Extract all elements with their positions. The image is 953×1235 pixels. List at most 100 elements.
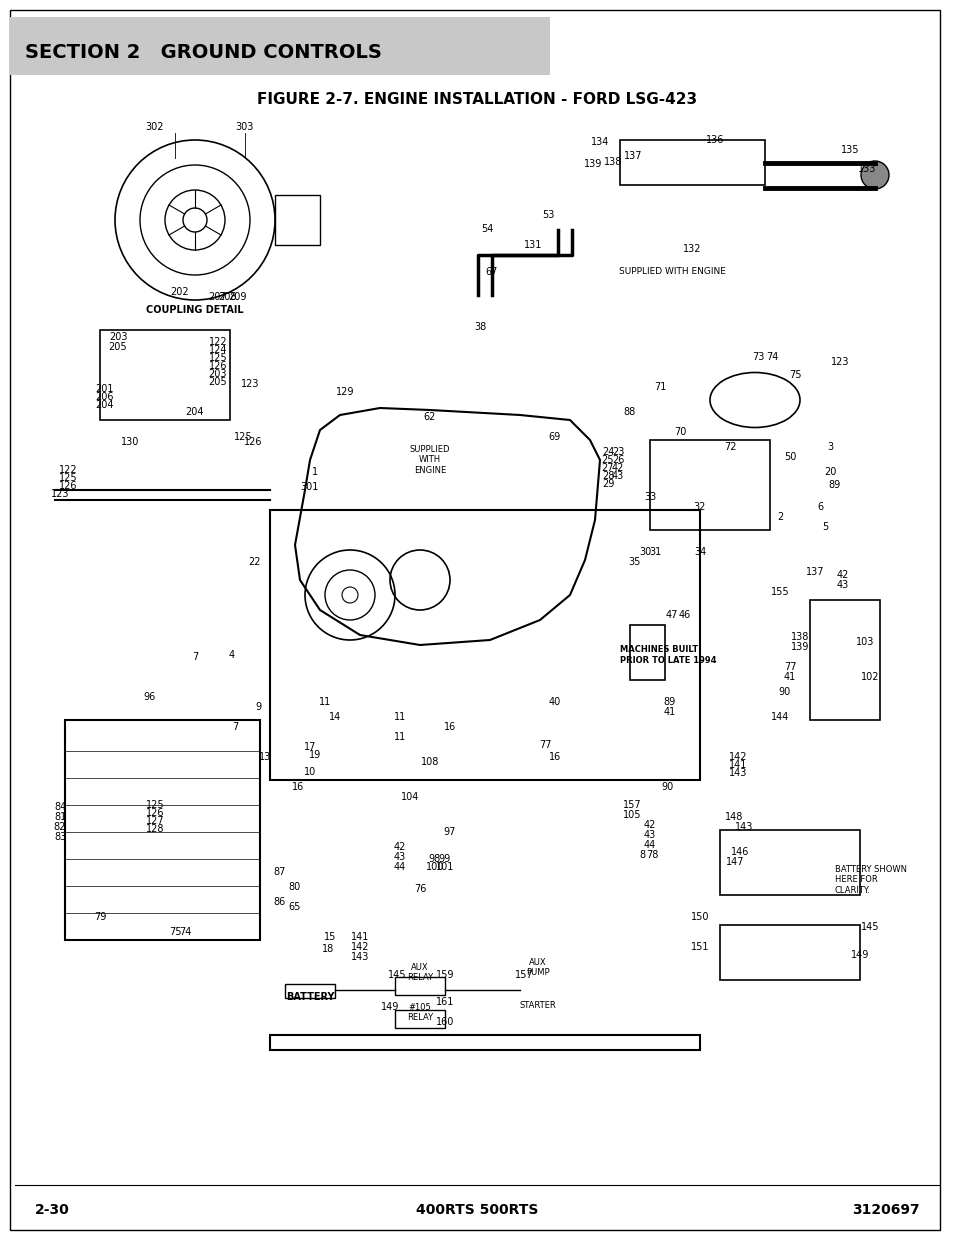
Text: 26: 26 [611,454,623,466]
Text: 19: 19 [309,750,321,760]
Text: 134: 134 [590,137,609,147]
Text: 128: 128 [146,824,164,834]
Text: 302: 302 [146,122,164,132]
Text: 74: 74 [178,927,191,937]
Text: 303: 303 [235,122,253,132]
Text: 132: 132 [682,245,700,254]
Text: 89: 89 [828,480,841,490]
Text: 18: 18 [321,944,334,953]
Text: 205: 205 [109,342,127,352]
Text: 400RTS 500RTS: 400RTS 500RTS [416,1203,537,1216]
Text: 97: 97 [443,827,456,837]
Bar [629,625,664,680]
Text: 143: 143 [351,952,369,962]
Text: 102: 102 [860,672,879,682]
Text: 70: 70 [673,427,685,437]
Text: 46: 46 [679,610,690,620]
Text: 9: 9 [254,701,261,713]
Text: 42: 42 [394,842,406,852]
Text: 103: 103 [855,637,873,647]
Text: 23: 23 [611,447,623,457]
Text: 81: 81 [53,811,66,823]
Bar [809,600,879,720]
Text: 86: 86 [274,897,286,906]
Text: 11: 11 [318,697,331,706]
Text: 125: 125 [59,473,77,483]
Text: 43: 43 [836,580,848,590]
Text: 25: 25 [601,454,614,466]
Text: 88: 88 [623,408,636,417]
Text: SUPPLIED
WITH
ENGINE: SUPPLIED WITH ENGINE [410,445,450,475]
Text: 150: 150 [690,911,708,923]
Text: 157: 157 [515,969,533,981]
Text: 138: 138 [790,632,808,642]
Text: 24: 24 [601,447,614,457]
Text: 96: 96 [144,692,156,701]
Text: 75: 75 [169,927,181,937]
Text: 146: 146 [730,847,748,857]
Text: 10: 10 [304,767,315,777]
Text: 14: 14 [329,713,341,722]
Text: 74: 74 [765,352,778,362]
Text: 41: 41 [783,672,796,682]
Text: 145: 145 [387,969,406,981]
Text: 79: 79 [93,911,106,923]
Text: 159: 159 [436,969,454,981]
Text: 77: 77 [538,740,551,750]
Bar [10,17,550,75]
Text: 142: 142 [351,942,369,952]
Text: 202: 202 [171,287,189,296]
Text: 100: 100 [425,862,444,872]
Bar [100,330,230,420]
Text: 137: 137 [623,151,641,161]
Text: 137: 137 [805,567,823,577]
Text: 7: 7 [232,722,238,732]
Text: 41: 41 [663,706,676,718]
Text: FIGURE 2-7. ENGINE INSTALLATION - FORD LSG-423: FIGURE 2-7. ENGINE INSTALLATION - FORD L… [256,93,697,107]
Text: 135: 135 [840,144,859,156]
Text: 98: 98 [429,853,440,864]
Text: #105
RELAY: #105 RELAY [407,1003,433,1023]
Text: 15: 15 [323,932,335,942]
Text: 72: 72 [723,442,736,452]
Text: 205: 205 [209,377,227,387]
Text: 43: 43 [394,852,406,862]
Text: 161: 161 [436,997,454,1007]
Text: SECTION 2   GROUND CONTROLS: SECTION 2 GROUND CONTROLS [25,43,381,63]
Text: 75: 75 [788,370,801,380]
Text: 151: 151 [690,942,708,952]
Text: 29: 29 [601,479,614,489]
Text: 54: 54 [480,224,493,233]
Text: 136: 136 [705,135,723,144]
Text: 35: 35 [628,557,640,567]
Text: 44: 44 [643,840,656,850]
Text: 22: 22 [249,557,261,567]
Text: 125: 125 [233,432,252,442]
Text: 67: 67 [485,267,497,277]
Text: 4: 4 [229,650,234,659]
Text: 44: 44 [394,862,406,872]
Text: 13: 13 [258,752,271,762]
Text: 28: 28 [601,471,614,480]
Text: 204: 204 [186,408,204,417]
Text: 90: 90 [778,687,790,697]
Text: 208: 208 [218,291,237,303]
Text: STARTER: STARTER [519,1002,556,1010]
Text: 101: 101 [436,862,454,872]
Text: 82: 82 [53,823,66,832]
Text: 143: 143 [734,823,753,832]
Text: 148: 148 [724,811,742,823]
Text: 76: 76 [414,884,426,894]
Text: 126: 126 [209,361,227,370]
Text: 42: 42 [836,571,848,580]
Text: 84: 84 [53,802,66,811]
Text: 123: 123 [830,357,848,367]
Text: BATTERY SHOWN
HERE FOR
CLARITY.: BATTERY SHOWN HERE FOR CLARITY. [834,864,906,895]
Text: 206: 206 [95,391,114,403]
Text: 7: 7 [192,652,198,662]
Text: 126: 126 [244,437,262,447]
Text: 43: 43 [611,471,623,480]
Text: 3: 3 [826,442,832,452]
Text: 34: 34 [693,547,705,557]
Text: 147: 147 [725,857,743,867]
